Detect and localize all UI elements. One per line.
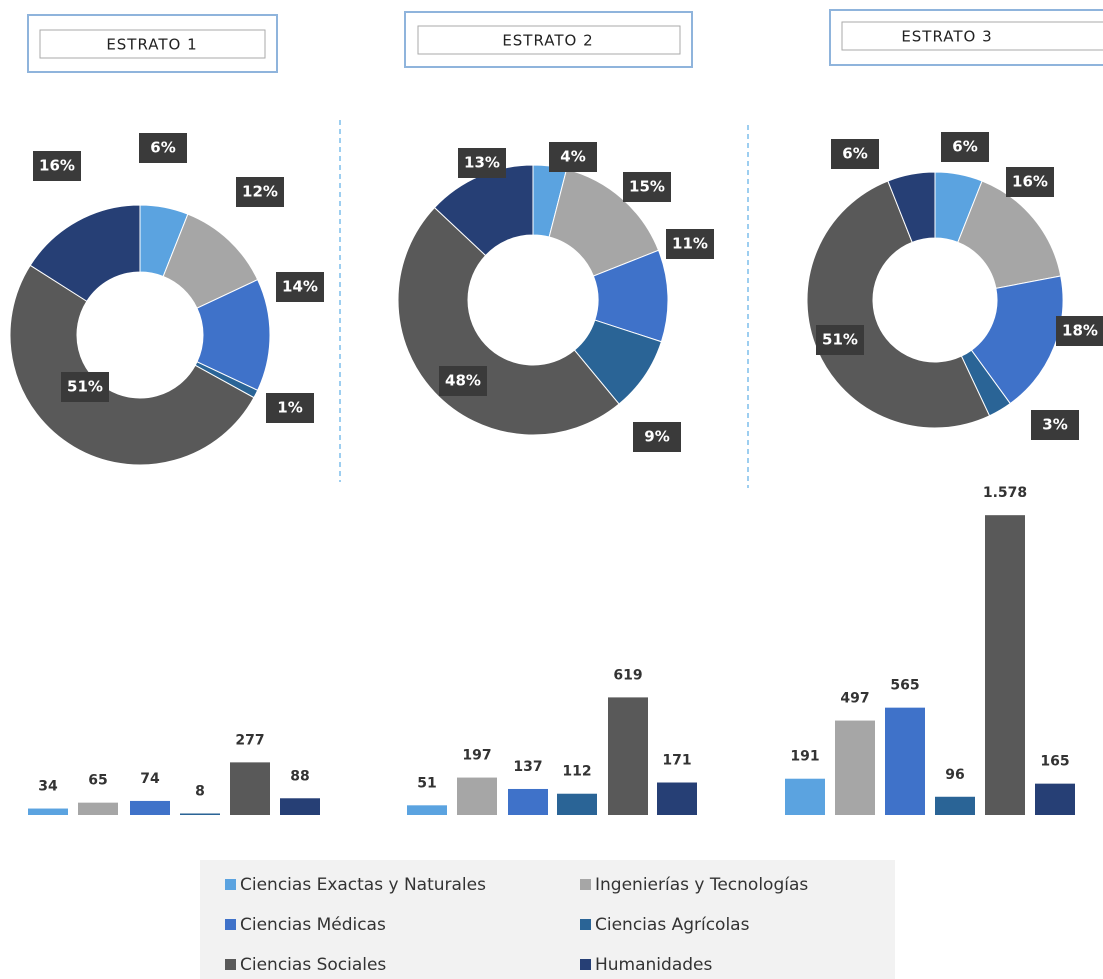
data-label: 1.578 xyxy=(983,485,1027,501)
legend-box xyxy=(200,860,895,979)
label-box xyxy=(139,133,187,163)
data-label: 51% xyxy=(67,378,103,396)
title-inner xyxy=(841,21,1103,51)
data-label: 16% xyxy=(1012,173,1048,191)
data-label: 191 xyxy=(790,749,819,765)
bar xyxy=(130,800,170,815)
title: ESTRATO 1 xyxy=(106,36,197,54)
bar xyxy=(1035,783,1075,815)
data-label: 8 xyxy=(195,783,205,799)
data-label: 497 xyxy=(840,691,869,707)
bar xyxy=(557,793,597,815)
legend-label: Ciencias Sociales xyxy=(240,955,386,975)
data-label: 51% xyxy=(822,331,858,349)
bar xyxy=(180,813,220,815)
data-label: 137 xyxy=(513,759,542,775)
data-label: 18% xyxy=(1062,322,1098,340)
donut-segment xyxy=(806,180,991,429)
data-label: 74 xyxy=(140,771,160,787)
data-label: 6% xyxy=(842,145,867,163)
legend-swatch xyxy=(580,959,591,970)
data-label: 11% xyxy=(672,235,708,253)
data-label: 112 xyxy=(562,764,591,780)
title: ESTRATO 2 xyxy=(502,32,593,50)
bar xyxy=(407,805,447,815)
legend-swatch xyxy=(580,879,591,890)
bar xyxy=(657,782,697,815)
donut-segment xyxy=(9,264,255,466)
legend-label: Humanidades xyxy=(595,955,712,975)
label-box xyxy=(816,325,864,355)
data-label: 96 xyxy=(945,767,964,783)
bar xyxy=(785,778,825,815)
data-label: 165 xyxy=(1040,754,1069,770)
label-box xyxy=(61,372,109,402)
bar xyxy=(457,777,497,815)
legend-swatch xyxy=(225,879,236,890)
donut-segment xyxy=(29,204,141,302)
data-label: 4% xyxy=(560,148,585,166)
bar xyxy=(885,707,925,815)
bar xyxy=(78,802,118,815)
label-box xyxy=(941,132,989,162)
data-label: 34 xyxy=(38,779,58,795)
label-box xyxy=(666,229,714,259)
data-label: 1% xyxy=(277,399,302,417)
bar xyxy=(835,720,875,815)
data-label: 13% xyxy=(464,154,500,172)
data-label: 277 xyxy=(235,732,264,748)
legend-swatch xyxy=(580,919,591,930)
title: ESTRATO 3 xyxy=(901,28,992,46)
title-inner xyxy=(39,29,266,59)
bar xyxy=(280,798,320,815)
data-label: 12% xyxy=(242,183,278,201)
bar xyxy=(508,788,548,815)
label-box xyxy=(33,151,81,181)
label-box xyxy=(549,142,597,172)
bar xyxy=(608,697,648,815)
label-box xyxy=(623,172,671,202)
label-box xyxy=(236,177,284,207)
label-box xyxy=(266,393,314,423)
bar xyxy=(28,808,68,815)
label-box xyxy=(458,148,506,178)
data-label: 88 xyxy=(290,768,309,784)
label-box xyxy=(439,366,487,396)
legend-swatch xyxy=(225,959,236,970)
donut-segment xyxy=(433,164,534,257)
legend-swatch xyxy=(225,919,236,930)
data-label: 197 xyxy=(462,748,491,764)
label-box xyxy=(1031,410,1079,440)
data-label: 65 xyxy=(88,773,107,789)
data-label: 6% xyxy=(150,139,175,157)
data-label: 565 xyxy=(890,678,919,694)
data-label: 619 xyxy=(613,667,642,683)
data-label: 16% xyxy=(39,157,75,175)
data-label: 15% xyxy=(629,178,665,196)
label-box xyxy=(831,139,879,169)
data-label: 171 xyxy=(662,753,691,769)
data-label: 6% xyxy=(952,138,977,156)
label-box xyxy=(1056,316,1103,346)
legend-label: Ciencias Médicas xyxy=(240,915,386,935)
legend-label: Ingenierías y Tecnologías xyxy=(595,875,808,895)
label-box xyxy=(276,272,324,302)
data-label: 14% xyxy=(282,278,318,296)
bar xyxy=(230,762,270,815)
bar xyxy=(935,796,975,815)
data-label: 3% xyxy=(1042,416,1067,434)
label-box xyxy=(633,422,681,452)
legend-label: Ciencias Exactas y Naturales xyxy=(240,875,486,895)
bar xyxy=(985,515,1025,815)
legend-label: Ciencias Agrícolas xyxy=(595,915,750,935)
data-label: 48% xyxy=(445,372,481,390)
label-box xyxy=(1006,167,1054,197)
title-inner xyxy=(417,25,681,55)
data-label: 9% xyxy=(644,428,669,446)
data-label: 51 xyxy=(417,775,436,791)
donut-segment xyxy=(887,171,936,244)
